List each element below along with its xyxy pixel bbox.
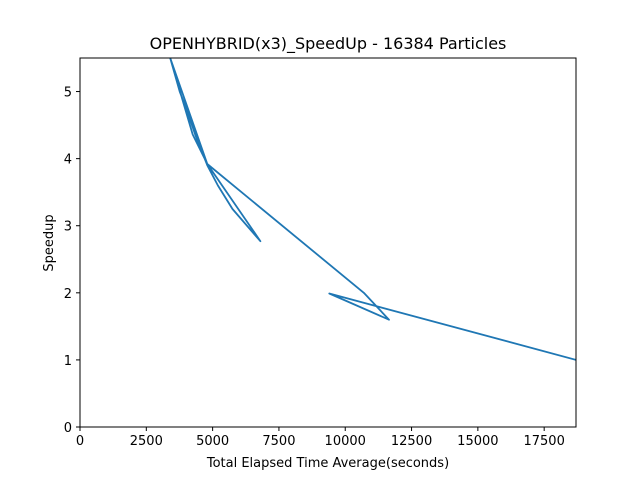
plot-area (79, 57, 577, 428)
x-tick-label: 17500 (523, 434, 564, 449)
x-tick-label: 5000 (196, 434, 229, 449)
y-tick-label: 5 (64, 86, 72, 101)
y-tick-label: 0 (64, 421, 72, 436)
x-axis-label: Total Elapsed Time Average(seconds) (206, 456, 449, 471)
y-axis-ticks: 0 1 2 3 4 5 (64, 86, 80, 436)
x-axis-ticks: 0 2500 5000 7500 10000 12500 15000 17500 (76, 427, 565, 449)
x-tick-label: 10000 (325, 434, 366, 449)
x-tick-label: 12500 (391, 434, 432, 449)
x-tick-label: 15000 (457, 434, 498, 449)
x-tick-label: 7500 (262, 434, 295, 449)
y-tick-label: 2 (64, 287, 72, 302)
y-tick-label: 4 (64, 153, 72, 168)
y-tick-label: 1 (64, 354, 72, 369)
axes-frame (79, 57, 577, 428)
y-tick-label: 3 (64, 220, 72, 235)
x-tick-label: 0 (76, 434, 84, 449)
series-line-0 (169, 58, 576, 361)
x-tick-label: 2500 (130, 434, 163, 449)
chart-title: OPENHYBRID(x3)_SpeedUp - 16384 Particles (150, 34, 507, 54)
y-axis-label: Speedup (42, 214, 57, 271)
